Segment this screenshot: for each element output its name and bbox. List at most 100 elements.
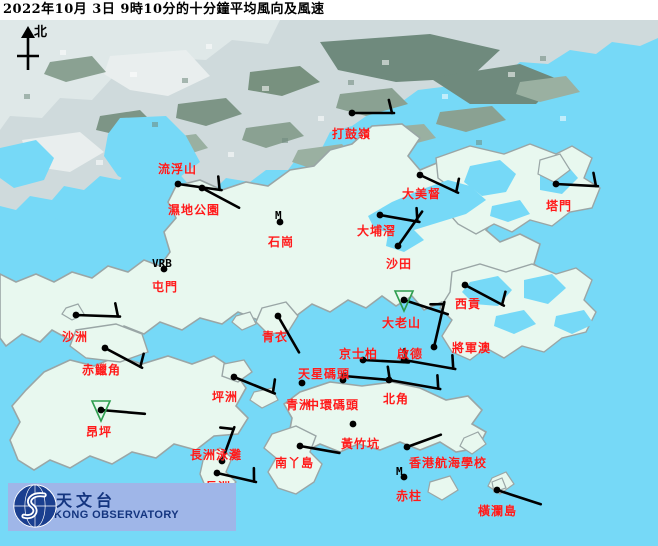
- wind-station[interactable]: [174, 175, 223, 192]
- wind-barb-shaft: [418, 173, 460, 195]
- wind-station[interactable]: [403, 433, 443, 451]
- station-label: 大埔滘: [357, 224, 397, 238]
- hko-logo: 香港天文台 HONG KONG OBSERVATORY: [8, 483, 236, 531]
- wind-barb-shaft: [99, 408, 147, 416]
- wind-station[interactable]: [90, 400, 147, 423]
- wind-barb-shaft: [432, 300, 446, 349]
- wind-barb-shaft: [215, 471, 258, 484]
- station-label: 京士柏: [339, 347, 379, 361]
- wind-barb-shaft: [387, 378, 442, 391]
- wind-station[interactable]: [230, 373, 277, 395]
- station-marker: [274, 312, 282, 320]
- hko-spiral-logo-icon: [13, 484, 57, 528]
- station-marker: [198, 184, 206, 192]
- wind-station[interactable]: [198, 184, 241, 210]
- station-label: 打鼓嶺: [332, 127, 372, 141]
- station-marker: [230, 373, 238, 381]
- wind-barb-feather: [113, 302, 120, 318]
- station-label: 大老山: [382, 316, 422, 330]
- station-marker: [348, 109, 356, 117]
- wind-barb-feather: [387, 98, 394, 115]
- station-code: M: [275, 209, 282, 222]
- wind-barb-shaft: [200, 186, 241, 210]
- station-label: 屯門: [152, 280, 179, 294]
- wind-station[interactable]: [400, 354, 457, 371]
- wind-station[interactable]: [349, 420, 357, 428]
- wind-station[interactable]: [393, 290, 450, 316]
- wind-station[interactable]: [394, 210, 424, 250]
- wind-station[interactable]: [274, 312, 301, 354]
- north-arrow-icon: [6, 24, 66, 76]
- station-code: VRB: [152, 257, 172, 270]
- station-marker: [97, 406, 105, 414]
- wind-barb-feather: [219, 426, 235, 431]
- station-marker: [403, 443, 411, 451]
- station-marker: [101, 344, 109, 352]
- north-label: 北: [34, 25, 48, 40]
- wind-station[interactable]: [298, 379, 306, 387]
- station-label: 將軍澳: [452, 341, 492, 355]
- station-label: 沙洲: [62, 330, 89, 344]
- wind-station[interactable]: [493, 486, 543, 506]
- wind-station[interactable]: [376, 206, 421, 224]
- wind-barb-shaft: [342, 374, 394, 382]
- wind-barb-shaft: [74, 313, 122, 318]
- wind-barb-shaft: [298, 444, 341, 455]
- anemometer-site-marker: [90, 400, 112, 423]
- wind-station[interactable]: [213, 466, 258, 484]
- wind-barb-shaft: [495, 488, 543, 506]
- station-label: 黃竹坑: [341, 437, 381, 451]
- station-label: 啟德: [397, 347, 424, 361]
- wind-barb-feather: [139, 352, 145, 369]
- wind-barb-shaft: [220, 425, 236, 463]
- wind-station[interactable]: [400, 473, 408, 481]
- station-label: 塔門: [546, 199, 573, 213]
- station-marker: [359, 356, 367, 364]
- wind-station[interactable]: [552, 171, 600, 188]
- anemometer-site-marker: [393, 290, 415, 313]
- wind-station[interactable]: [429, 300, 446, 351]
- station-marker: [400, 356, 408, 364]
- wind-barb-shaft: [232, 375, 277, 395]
- wind-barb-shaft: [402, 358, 457, 371]
- hko-name-english: HONG KONG OBSERVATORY: [16, 508, 180, 521]
- wind-barb-feather: [451, 354, 455, 370]
- wind-station[interactable]: [461, 281, 507, 307]
- wind-station[interactable]: [218, 425, 236, 465]
- station-label: 天星碼頭: [298, 367, 351, 381]
- station-marker: [218, 457, 226, 465]
- station-label: 長洲泳灘: [190, 448, 243, 462]
- station-marker: [349, 420, 357, 428]
- hong-kong-wind-map[interactable]: 北 打鼓嶺 流浮山 濕地公園 石崗 M 屯門 VRB 大美督 塔門 大埔滘 沙田 西貢 將軍澳 大老山 青衣…: [0, 20, 658, 546]
- station-label: 坪洲: [212, 390, 239, 404]
- wind-station[interactable]: [416, 171, 461, 195]
- station-marker: [160, 265, 168, 273]
- station-label: 赤柱: [396, 489, 423, 503]
- station-label: 北角: [383, 392, 410, 406]
- wind-barb-feather: [436, 374, 440, 390]
- wind-station[interactable]: [101, 344, 145, 370]
- mainland-landmass: [0, 20, 658, 242]
- station-label: 青衣: [262, 330, 289, 344]
- wind-station[interactable]: [339, 376, 347, 384]
- station-marker: [552, 180, 560, 188]
- station-marker: [430, 343, 438, 351]
- wind-barb-shaft: [405, 433, 443, 449]
- wind-station[interactable]: [348, 98, 396, 117]
- wind-station[interactable]: [72, 302, 122, 319]
- station-marker: [296, 442, 304, 450]
- station-marker: [400, 296, 408, 304]
- wind-barb-feather: [592, 171, 598, 188]
- wind-station[interactable]: [296, 442, 341, 455]
- wind-station[interactable]: [160, 265, 168, 273]
- wind-station[interactable]: [276, 218, 284, 226]
- station-label: 石崗: [268, 235, 295, 249]
- page-title: 2022年10月 3日 9時10分的十分鐘平均風向及風速: [0, 0, 658, 20]
- wind-barb-shaft: [402, 298, 450, 316]
- wind-barb-feather: [500, 290, 507, 307]
- station-label: 中環碼頭: [307, 398, 360, 412]
- wind-station[interactable]: [385, 374, 442, 391]
- station-marker: [376, 211, 384, 219]
- wind-barbs-layer[interactable]: [0, 20, 658, 546]
